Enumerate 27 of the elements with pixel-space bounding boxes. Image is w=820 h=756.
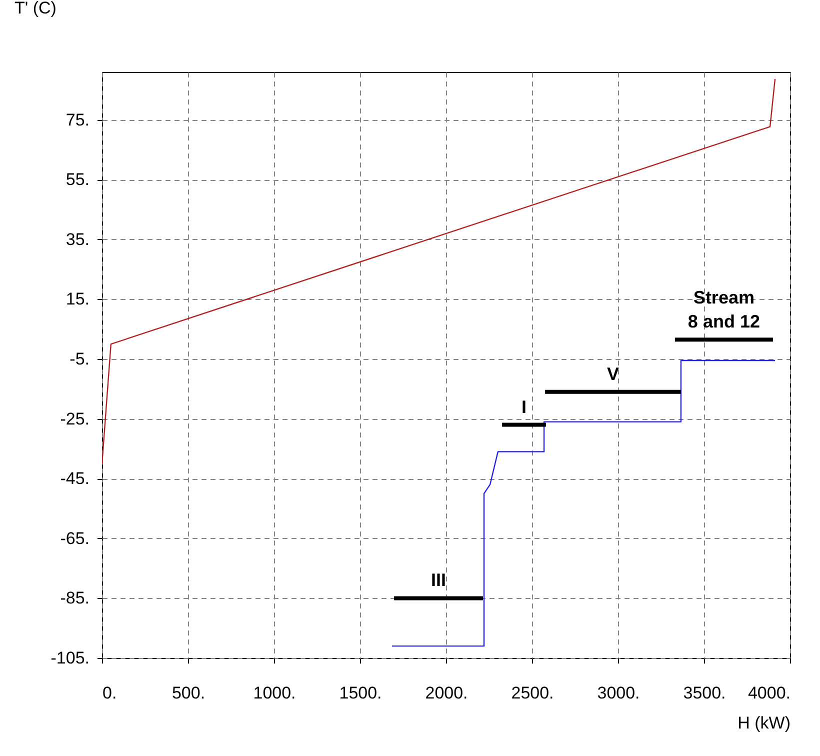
x-axis-title: H (kW) xyxy=(738,714,790,732)
y-axis-title: T' (C) xyxy=(14,0,56,18)
y-tick-label: -85. xyxy=(60,588,90,608)
y-tick-label: -45. xyxy=(60,469,90,488)
x-tick-label: 1500. xyxy=(339,684,382,702)
y-tick-label: -65. xyxy=(60,528,90,548)
x-tick-label: 3000. xyxy=(597,684,640,702)
y-tick-label: -5. xyxy=(70,350,90,369)
series-label: Stream 8 and 12 xyxy=(688,288,760,332)
y-tick-label: 35. xyxy=(66,230,90,249)
x-tick-label: 500. xyxy=(172,684,206,702)
y-tick-label: 15. xyxy=(66,290,90,309)
series-label: V xyxy=(607,364,620,384)
y-tick-label: 75. xyxy=(66,110,90,130)
y-tick-label: -105. xyxy=(50,648,90,668)
x-tick-label: 0. xyxy=(102,684,117,702)
x-tick-label: 2000. xyxy=(425,684,468,702)
x-tick-label: 4000. xyxy=(748,684,790,702)
y-tick-label: 55. xyxy=(66,170,90,190)
series-label: III xyxy=(431,570,446,590)
y-tick-label: -25. xyxy=(60,409,90,428)
x-tick-label: 2500. xyxy=(511,684,554,702)
line-series xyxy=(391,360,776,647)
line-series xyxy=(102,78,776,464)
x-tick-label: 1000. xyxy=(253,684,296,702)
x-tick-label: 3500. xyxy=(683,684,726,702)
series-label: I xyxy=(521,396,527,417)
